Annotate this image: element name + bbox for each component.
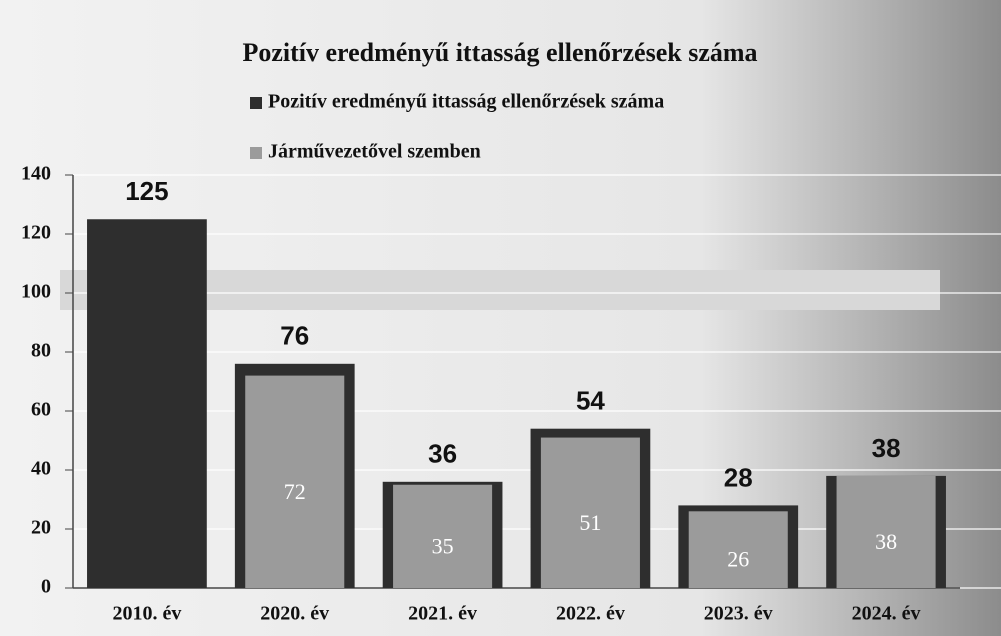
chart-title: Pozitív eredményű ittasság ellenőrzések …	[242, 38, 757, 67]
y-tick-label: 100	[21, 281, 51, 303]
legend-label: Járművezetővel szemben	[268, 141, 481, 163]
bar	[87, 219, 207, 588]
value-label: 51	[579, 510, 601, 535]
x-tick-label: 2023. év	[704, 603, 773, 625]
x-tick-label: 2021. év	[408, 603, 477, 625]
x-tick-label: 2010. év	[112, 603, 181, 625]
y-tick-label: 40	[31, 458, 51, 480]
value-label: 125	[125, 176, 168, 206]
legend-swatch	[250, 97, 262, 109]
value-label: 38	[875, 529, 897, 554]
value-label: 36	[428, 439, 457, 469]
x-tick-label: 2022. év	[556, 603, 625, 625]
y-tick-label: 140	[21, 163, 51, 185]
x-tick-label: 2020. év	[260, 603, 329, 625]
value-label: 76	[280, 321, 309, 351]
y-tick-label: 80	[31, 340, 51, 362]
value-label: 54	[576, 386, 605, 416]
chart: Pozitív eredményű ittasság ellenőrzések …	[0, 0, 1001, 636]
value-label: 35	[432, 533, 454, 558]
y-tick-label: 60	[31, 399, 51, 421]
y-tick-label: 20	[31, 517, 51, 539]
value-label: 26	[727, 547, 749, 572]
legend-label: Pozitív eredményű ittasság ellenőrzések …	[268, 91, 664, 113]
y-tick-label: 120	[21, 222, 51, 244]
value-label: 38	[872, 433, 901, 463]
value-label: 28	[724, 462, 753, 492]
y-tick-label: 0	[41, 576, 51, 598]
x-tick-label: 2024. év	[852, 603, 921, 625]
legend-swatch	[250, 147, 262, 159]
value-label: 72	[284, 479, 306, 504]
